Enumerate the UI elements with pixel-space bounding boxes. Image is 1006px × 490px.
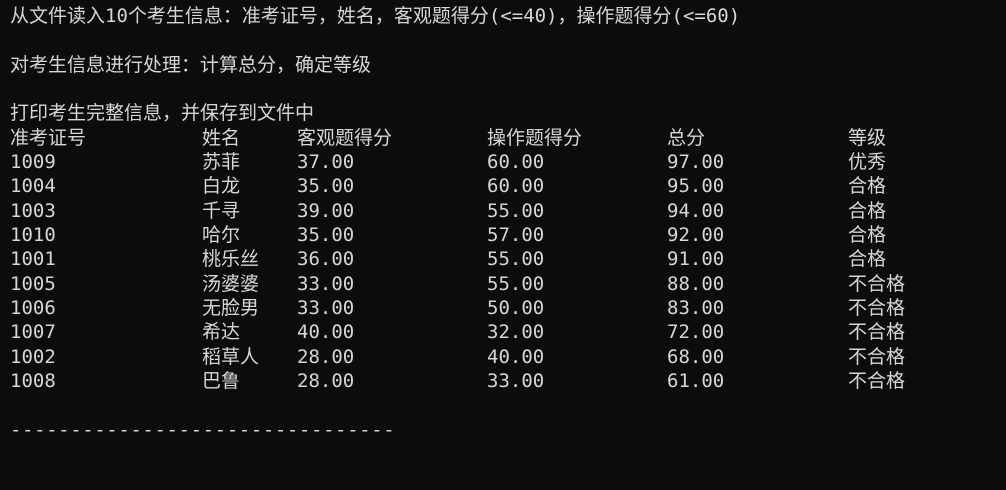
name-cell: 白龙: [202, 175, 241, 198]
practical-score-cell: 55.00: [487, 199, 545, 222]
exam-id-cell: 1002: [10, 345, 56, 368]
separator-line: --------------------------------: [0, 418, 1006, 443]
grade-cell: 不合格: [848, 369, 906, 392]
table-row: 1005 汤婆婆 33.00 55.00 88.00 不合格: [0, 272, 1006, 297]
exam-id-cell: 1010: [10, 223, 56, 246]
total-score-cell: 95.00: [667, 175, 725, 198]
header-practical-score: 操作题得分: [487, 126, 583, 149]
total-score-cell: 83.00: [667, 296, 725, 319]
practical-score-cell: 33.00: [487, 369, 545, 392]
practical-score-cell: 57.00: [487, 223, 545, 246]
separator-dashes: --------------------------------: [10, 418, 396, 441]
console-line-read-info: 从文件读入10个考生信息：准考证号，姓名，客观题得分(<=40)，操作题得分(<…: [0, 4, 1006, 29]
practical-score-cell: 55.00: [487, 248, 545, 271]
intro-text-print: 打印考生完整信息，并保存到文件中: [10, 102, 315, 125]
practical-score-cell: 60.00: [487, 150, 545, 173]
name-cell: 汤婆婆: [202, 272, 260, 295]
total-score-cell: 94.00: [667, 199, 725, 222]
header-grade: 等级: [848, 126, 887, 149]
exam-id-cell: 1003: [10, 199, 56, 222]
exam-id-cell: 1004: [10, 175, 56, 198]
practical-score-cell: 32.00: [487, 321, 545, 344]
grade-cell: 合格: [848, 223, 887, 246]
name-cell: 无脸男: [202, 296, 260, 319]
intro-text-read: 从文件读入10个考生信息：准考证号，姓名，客观题得分(<=40)，操作题得分(<…: [10, 5, 741, 27]
header-exam-id: 准考证号: [10, 126, 87, 149]
practical-score-cell: 50.00: [487, 296, 545, 319]
grade-cell: 合格: [848, 175, 887, 198]
total-score-cell: 91.00: [667, 248, 725, 271]
objective-score-cell: 36.00: [297, 248, 355, 271]
header-objective-score: 客观题得分: [297, 126, 393, 149]
practical-score-cell: 55.00: [487, 272, 545, 295]
total-score-cell: 88.00: [667, 272, 725, 295]
grade-cell: 合格: [848, 248, 887, 271]
console-output: 从文件读入10个考生信息：准考证号，姓名，客观题得分(<=40)，操作题得分(<…: [0, 4, 1006, 441]
table-row: 1009 苏菲 37.00 60.00 97.00 优秀: [0, 150, 1006, 175]
exam-id-cell: 1006: [10, 296, 56, 319]
table-row: 1010 哈尔 35.00 57.00 92.00 合格: [0, 223, 1006, 248]
grade-cell: 不合格: [848, 345, 906, 368]
table-header-row: 准考证号 姓名 客观题得分 操作题得分 总分 等级: [0, 126, 1006, 151]
total-score-cell: 72.00: [667, 321, 725, 344]
objective-score-cell: 28.00: [297, 369, 355, 392]
grade-cell: 不合格: [848, 272, 906, 295]
name-cell: 希达: [202, 321, 241, 344]
objective-score-cell: 28.00: [297, 345, 355, 368]
table-row: 1004 白龙 35.00 60.00 95.00 合格: [0, 174, 1006, 199]
console-line-print-info: 打印考生完整信息，并保存到文件中: [0, 101, 1006, 126]
exam-id-cell: 1009: [10, 150, 56, 173]
grade-cell: 优秀: [848, 150, 887, 173]
exam-id-cell: 1005: [10, 272, 56, 295]
total-score-cell: 92.00: [667, 223, 725, 246]
grade-cell: 不合格: [848, 321, 906, 344]
console-line-process-info: 对考生信息进行处理：计算总分，确定等级: [0, 53, 1006, 78]
objective-score-cell: 39.00: [297, 199, 355, 222]
practical-score-cell: 60.00: [487, 175, 545, 198]
total-score-cell: 61.00: [667, 369, 725, 392]
name-cell: 桃乐丝: [202, 248, 260, 271]
table-row: 1002 稻草人 28.00 40.00 68.00 不合格: [0, 345, 1006, 370]
table-row: 1007 希达 40.00 32.00 72.00 不合格: [0, 320, 1006, 345]
exam-id-cell: 1007: [10, 321, 56, 344]
objective-score-cell: 37.00: [297, 150, 355, 173]
grade-cell: 不合格: [848, 296, 906, 319]
objective-score-cell: 40.00: [297, 321, 355, 344]
table-row: 1003 千寻 39.00 55.00 94.00 合格: [0, 199, 1006, 224]
exam-id-cell: 1008: [10, 369, 56, 392]
header-name: 姓名: [202, 126, 241, 149]
table-row: 1008 巴鲁 28.00 33.00 61.00 不合格: [0, 369, 1006, 394]
total-score-cell: 68.00: [667, 345, 725, 368]
table-row: 1006 无脸男 33.00 50.00 83.00 不合格: [0, 296, 1006, 321]
objective-score-cell: 33.00: [297, 272, 355, 295]
total-score-cell: 97.00: [667, 150, 725, 173]
exam-id-cell: 1001: [10, 248, 56, 271]
objective-score-cell: 33.00: [297, 296, 355, 319]
name-cell: 巴鲁: [202, 369, 241, 392]
table-row: 1001 桃乐丝 36.00 55.00 91.00 合格: [0, 247, 1006, 272]
header-total-score: 总分: [667, 126, 706, 149]
objective-score-cell: 35.00: [297, 223, 355, 246]
grade-cell: 合格: [848, 199, 887, 222]
name-cell: 苏菲: [202, 150, 241, 173]
name-cell: 千寻: [202, 199, 241, 222]
name-cell: 稻草人: [202, 345, 260, 368]
name-cell: 哈尔: [202, 223, 241, 246]
intro-text-process: 对考生信息进行处理：计算总分，确定等级: [10, 53, 372, 76]
practical-score-cell: 40.00: [487, 345, 545, 368]
objective-score-cell: 35.00: [297, 175, 355, 198]
